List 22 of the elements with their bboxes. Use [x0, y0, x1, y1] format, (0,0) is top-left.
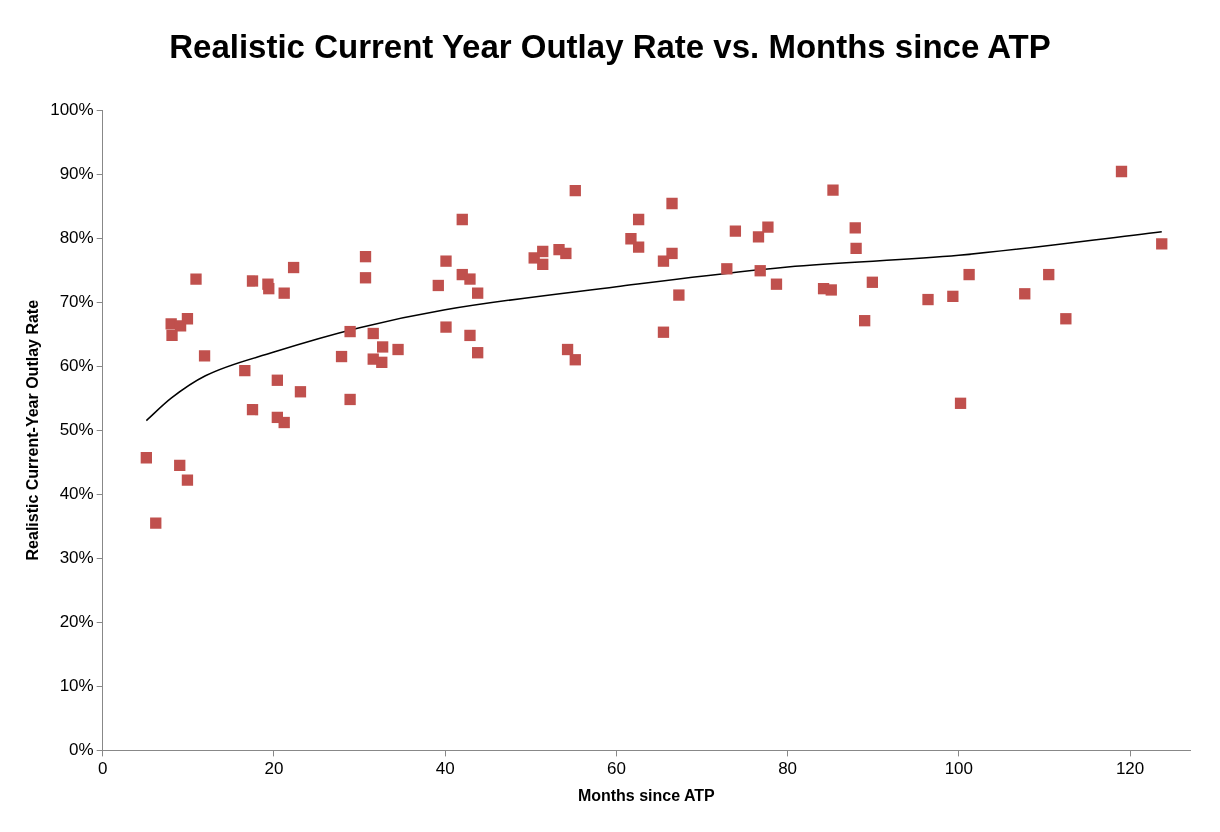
chart-title: Realistic Current Year Outlay Rate vs. Months since ATP — [168, 28, 1052, 66]
x-axis-title: Months since ATP — [577, 786, 716, 804]
y-tick-label: 0% — [69, 740, 94, 760]
x-tick-label: 20 — [264, 759, 284, 779]
y-tick-label: 90% — [59, 163, 94, 183]
y-tick-label: 70% — [59, 291, 94, 311]
y-tick-label: 80% — [59, 227, 94, 247]
x-tick-label: 60 — [606, 759, 626, 779]
x-tick-label: 120 — [1115, 759, 1145, 779]
line-series — [145, 230, 1163, 422]
y-tick-label: 30% — [59, 547, 94, 567]
x-tick-label: 40 — [435, 759, 455, 779]
y-tick-label: 20% — [59, 612, 94, 632]
x-tick-label: 0 — [97, 759, 108, 779]
y-tick-label: 40% — [59, 483, 94, 503]
y-axis-title: Realistic Current-Year Outlay Rate — [24, 299, 42, 561]
y-tick-label: 100% — [50, 99, 94, 119]
x-tick-label: 80 — [778, 759, 798, 779]
y-tick-label: 10% — [59, 676, 94, 696]
y-tick-label: 50% — [59, 419, 94, 439]
y-tick-label: 60% — [59, 355, 94, 375]
x-tick-label: 100 — [944, 759, 974, 779]
